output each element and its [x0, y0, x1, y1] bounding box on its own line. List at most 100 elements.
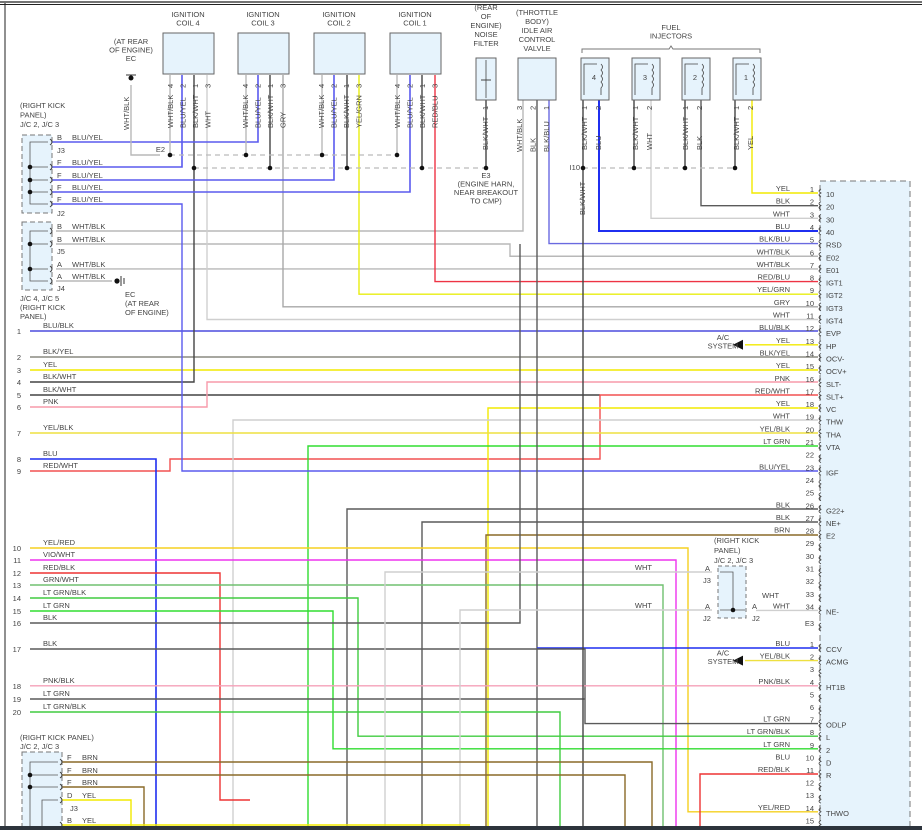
ecm-pin-number: 11 — [806, 312, 814, 321]
ground-icon — [114, 278, 120, 284]
wire-label: WHT/BLK — [72, 222, 105, 231]
wire-label: WHT/BLK — [72, 272, 105, 281]
pin-number: 2 — [406, 84, 415, 88]
splice-dot — [344, 165, 350, 171]
solenoid-coil-icon — [735, 63, 755, 95]
ecm-pin-function: E2 — [826, 532, 835, 541]
ecm-terminal-icon — [818, 504, 822, 514]
ecm-pin-number: 12 — [806, 324, 814, 333]
ecm-terminal-icon — [818, 441, 822, 451]
ecm-pin-number: 5 — [810, 236, 814, 245]
ignition-coil-title: IGNITION — [171, 10, 204, 19]
ecm-terminal-icon — [818, 302, 822, 312]
ecm-terminal-icon — [818, 264, 822, 274]
ecm-pin-number: 4 — [810, 223, 814, 232]
wire-grn-wht — [30, 584, 664, 826]
connector-pin-number: 1 — [17, 327, 21, 336]
wire-red-blk — [699, 773, 818, 826]
wire-label: WHT — [645, 133, 654, 150]
ecm-pin-number: 29 — [806, 539, 814, 548]
wire-gry — [282, 75, 818, 308]
wire-label: BLK — [776, 197, 790, 206]
wire-label: WHT/BLK — [757, 247, 790, 256]
wire-label: YEL — [776, 336, 790, 345]
terminal-letter: B — [57, 222, 62, 231]
ignition-coil-title: IGNITION — [398, 10, 431, 19]
wire-wht-blk — [56, 243, 818, 257]
terminal-letter: A — [705, 602, 710, 611]
splice-dot — [682, 165, 688, 171]
wire-label: BRN — [82, 778, 98, 787]
wire-label: YEL/GRN — [355, 95, 364, 128]
ecm-terminal-icon — [818, 391, 822, 400]
wire-label: PNK — [775, 374, 790, 383]
junction-block-label: (RIGHT KICK — [714, 536, 759, 545]
junction-block-label: J/C 4, J/C 5 — [20, 294, 59, 303]
pin-number: 2 — [529, 106, 538, 110]
ecm-pin-number: 14 — [806, 804, 814, 813]
terminal-icon — [49, 200, 53, 208]
connector-pin-number: 10 — [13, 544, 21, 553]
wire-label: BRN — [82, 753, 98, 762]
wire-yel-red — [30, 547, 818, 813]
connector-id: J4 — [57, 284, 65, 293]
pin-number: 4 — [241, 84, 250, 88]
idle-air-valve-box — [517, 57, 557, 101]
ecm-terminal-icon — [818, 428, 822, 438]
ecm-pin-number: 26 — [806, 501, 814, 510]
wire-label: VIO/WHT — [43, 550, 75, 559]
connector-pin-number: 12 — [13, 569, 21, 578]
ignition-coil-title: COIL 2 — [327, 19, 350, 28]
ecm-pin-number: 24 — [806, 476, 814, 485]
wire-label: LT GRN — [763, 740, 790, 749]
splice-dot — [243, 152, 249, 158]
terminal-letter: F — [67, 778, 72, 787]
ecm-pin-number: 8 — [810, 728, 814, 737]
splice-dot — [419, 165, 425, 171]
ecm-terminal-icon — [818, 239, 822, 248]
ecm-pin-function: OCV+ — [826, 367, 847, 376]
ecm-pin-function: 10 — [826, 190, 834, 199]
wire-vio-wht — [30, 559, 677, 826]
wire-label: BLU — [43, 449, 58, 458]
splice-dot — [27, 164, 33, 170]
wire-label: YEL — [43, 360, 57, 369]
wire-label: YEL/BLK — [760, 652, 790, 661]
ignition-coil-title: COIL 4 — [176, 19, 199, 28]
wire-label: WHT — [773, 412, 790, 421]
internal-bus — [29, 230, 48, 282]
ecm-pin-number: 14 — [806, 349, 814, 358]
wire-label: BLK — [776, 500, 790, 509]
wire-label: LT GRN/BLK — [43, 702, 86, 711]
wire-label: LT GRN/BLK — [43, 588, 86, 597]
connector-pin-number: 20 — [13, 708, 21, 717]
fuel-injector-1-box — [732, 57, 762, 101]
ignition-coil-2-box — [313, 32, 366, 75]
splice-dot — [27, 784, 33, 790]
wire-label: WHT/BLK — [72, 260, 105, 269]
ignition-coil-title: COIL 1 — [403, 19, 426, 28]
ground-icon — [128, 75, 134, 81]
splice-label: I10 — [570, 163, 580, 172]
wire-blk-wht — [30, 75, 195, 383]
ecm-pin-number: 1 — [810, 640, 814, 649]
wire-label: BLK/WHT — [342, 94, 351, 128]
ac-system-label: SYSTEM — [708, 657, 739, 666]
wire-label: PNK/BLK — [758, 677, 790, 686]
terminal-letter: D — [67, 791, 73, 800]
noise-filter-title: (REAR — [474, 3, 498, 12]
junction-block-label: (RIGHT KICK PANEL) — [20, 733, 94, 742]
wire-wht-blk — [56, 100, 524, 232]
ecm-connector-body — [819, 180, 911, 830]
ecm-pin-number: 6 — [810, 703, 814, 712]
wire-label: BLK/WHT — [418, 94, 427, 128]
solenoid-coil-icon — [583, 63, 603, 95]
wire-label: BRN — [774, 526, 790, 535]
wire-label: WHT/BLK — [241, 95, 250, 128]
wire-label: YEL/RED — [758, 803, 791, 812]
wire-label: BRN — [82, 766, 98, 775]
ecm-pin-function: 20 — [826, 203, 834, 212]
ecm-pin-function: ACMG — [826, 658, 849, 667]
wire-label: BLK — [529, 138, 538, 152]
wire-red-wht — [30, 394, 818, 472]
